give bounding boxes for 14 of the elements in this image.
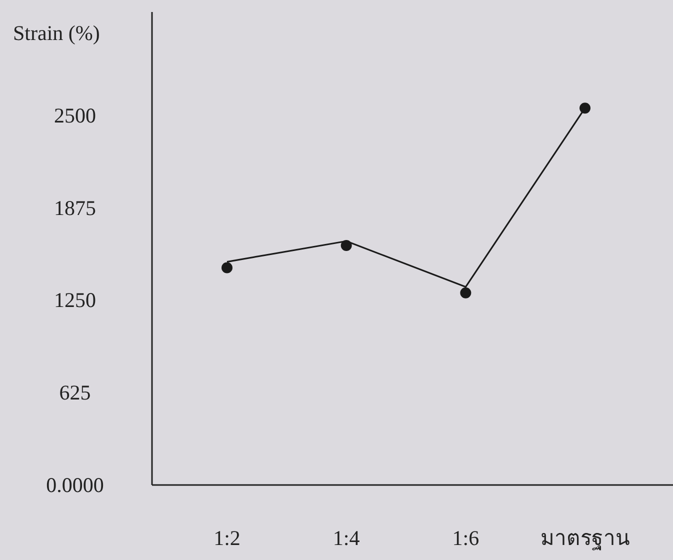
x-tick-label: มาตรฐาน xyxy=(540,526,630,550)
x-tick-label: 1:2 xyxy=(214,526,240,550)
y-tick-label: 0.0000 xyxy=(46,473,104,497)
y-axis-title: Strain (%) xyxy=(13,21,100,45)
point xyxy=(340,240,352,252)
y-tick-label: 625 xyxy=(59,380,91,405)
y-tick-label: 1250 xyxy=(54,288,96,312)
x-tick-label: 1:6 xyxy=(452,526,480,550)
x-tick-label: 1:4 xyxy=(332,526,360,550)
y-tick-label: 2500 xyxy=(54,103,96,128)
point xyxy=(460,287,472,298)
point xyxy=(580,102,590,114)
point xyxy=(222,262,232,274)
y-tick-label: 1875 xyxy=(54,196,96,220)
